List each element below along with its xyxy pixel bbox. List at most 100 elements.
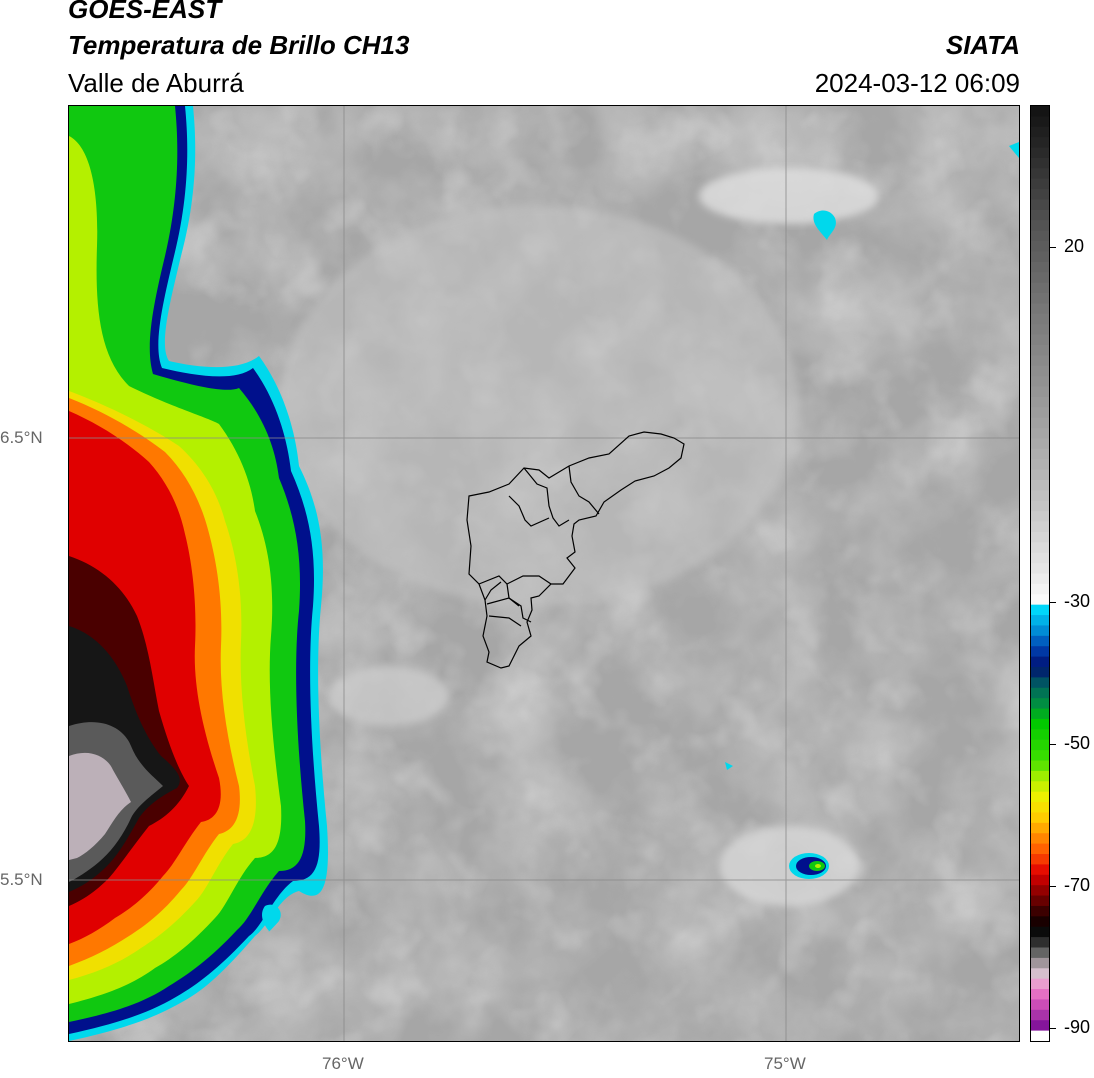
colorbar-segment	[1031, 417, 1049, 430]
colorbar-segment	[1031, 376, 1049, 388]
boundary-inner-7	[488, 615, 522, 627]
colorbar-segment	[1031, 698, 1049, 710]
colorbar-segment	[1031, 209, 1049, 222]
colorbar-segment	[1031, 459, 1049, 471]
colorbar-segment	[1031, 770, 1049, 783]
product-title: Temperatura de Brillo CH13	[68, 30, 410, 60]
colorbar-segment	[1031, 916, 1049, 928]
colorbar-segment	[1031, 667, 1049, 679]
colorbar-svg	[1031, 106, 1049, 1042]
colorbar-segment	[1031, 251, 1049, 263]
colorbar-tick-label: -90	[1064, 1016, 1091, 1037]
colorbar-segment	[1031, 1030, 1049, 1042]
colorbar-tick-label: -50	[1064, 732, 1091, 753]
colorbar-segment	[1031, 396, 1049, 409]
colorbar-segment	[1031, 469, 1049, 481]
colorbar-segment	[1031, 386, 1049, 398]
light-streak-ne	[699, 168, 879, 224]
lat-label-6.5: 6.5°N	[0, 428, 43, 447]
colorbar-segment	[1031, 428, 1049, 440]
colorbar-segment	[1031, 511, 1049, 523]
colorbar-segment	[1031, 646, 1049, 658]
colorbar-segment	[1031, 989, 1049, 1001]
colorbar-segment	[1031, 947, 1049, 959]
colorbar-segment	[1031, 272, 1049, 284]
colorbar-segment	[1031, 885, 1049, 897]
spot-mid-cyan	[725, 762, 733, 770]
colorbar-segment	[1031, 344, 1049, 357]
colorbar-segment	[1031, 708, 1049, 720]
colorbar-segment	[1031, 781, 1049, 793]
colorbar-segment	[1031, 293, 1049, 305]
boundary-inner-3	[478, 575, 552, 585]
colorbar-segment	[1031, 147, 1049, 159]
colorbar-segment	[1031, 1020, 1049, 1032]
colorbar-segment	[1031, 480, 1049, 492]
colorbar-segment	[1031, 718, 1049, 731]
colorbar-tick	[1050, 1027, 1056, 1029]
colorbar-segment	[1031, 573, 1049, 585]
agency-title: SIATA	[945, 30, 1020, 60]
colorbar-segment	[1031, 843, 1049, 855]
lon-label-76: 76°W	[322, 1054, 364, 1073]
colorbar-tick	[1050, 885, 1056, 887]
colorbar-segment	[1031, 448, 1049, 461]
colorbar-tick-label: 20	[1064, 235, 1085, 256]
colorbar-segment	[1031, 490, 1049, 502]
band-pale-core	[69, 752, 131, 860]
colorbar-segment	[1031, 178, 1049, 191]
colorbar-segment	[1031, 635, 1049, 648]
colorbar-segment	[1031, 791, 1049, 804]
colorbar-segment	[1031, 365, 1049, 378]
colorbar-segment	[1031, 854, 1049, 866]
colorbar-segment	[1031, 760, 1049, 772]
colorbar-segment	[1031, 957, 1049, 970]
boundary-inner-2	[568, 465, 600, 515]
municipal-boundaries	[466, 431, 685, 669]
lon-label-75: 75°W	[764, 1054, 806, 1073]
colorbar-segment	[1031, 230, 1049, 243]
colorbar-segment	[1031, 687, 1049, 700]
boundary-outline	[466, 431, 685, 669]
colorbar-segment	[1031, 604, 1049, 617]
colorbar-segment	[1031, 168, 1049, 180]
boundary-inner-1	[523, 467, 570, 527]
colorbar-tick-label: -30	[1064, 590, 1091, 611]
spot-edge-cyan	[1009, 142, 1019, 158]
colorbar-segment	[1031, 822, 1049, 835]
colorbar-segment	[1031, 656, 1049, 668]
satellite-map	[68, 105, 1020, 1042]
colorbar-segment	[1031, 157, 1049, 170]
region-title: Valle de Aburrá	[68, 68, 244, 98]
colorbar-segment	[1031, 812, 1049, 824]
colorbar-segment	[1031, 355, 1049, 367]
colorbar-segment	[1031, 833, 1049, 845]
colorbar-tick	[1050, 601, 1056, 603]
colorbar-segment	[1031, 625, 1049, 637]
colorbar-segment	[1031, 895, 1049, 907]
map-svg	[69, 106, 1019, 1041]
colorbar-segment	[1031, 905, 1049, 918]
colorbar-segment	[1031, 552, 1049, 565]
colorbar-segment	[1031, 303, 1049, 315]
boundary-inner-8	[508, 495, 550, 527]
colorbar-segment	[1031, 563, 1049, 575]
colorbar-segment	[1031, 874, 1049, 887]
colorbar-segment	[1031, 261, 1049, 274]
colorbar-segment	[1031, 500, 1049, 513]
light-patch-w	[329, 666, 449, 726]
spot-ne-cyan	[813, 210, 836, 240]
colorbar-segment	[1031, 241, 1049, 253]
datetime-title: 2024-03-12 06:09	[814, 68, 1020, 98]
colorbar-segment	[1031, 407, 1049, 419]
colorbar-segment	[1031, 937, 1049, 949]
colorbar-segment	[1031, 542, 1049, 554]
colorbar-segment	[1031, 978, 1049, 991]
colorbar-segment	[1031, 677, 1049, 689]
boundary-inner-6	[484, 581, 502, 601]
colorbar-segment	[1031, 137, 1049, 149]
colorbar-segment	[1031, 615, 1049, 627]
colorbar	[1030, 105, 1050, 1042]
colorbar-segment	[1031, 750, 1049, 762]
graticule	[69, 106, 1019, 1041]
